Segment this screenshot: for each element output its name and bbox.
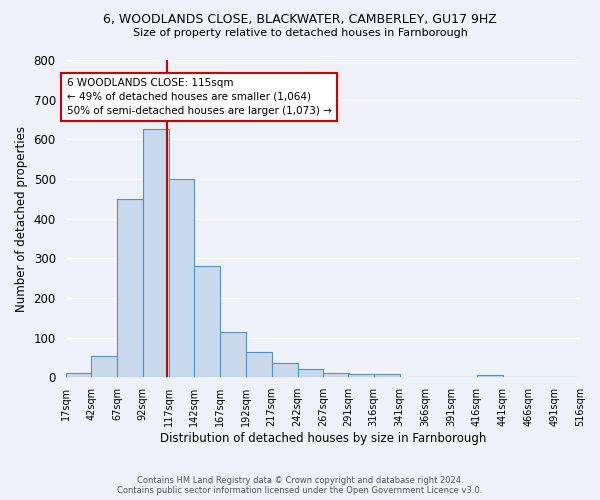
Y-axis label: Number of detached properties: Number of detached properties	[15, 126, 28, 312]
Bar	[246, 352, 272, 378]
Bar	[169, 179, 194, 378]
Bar	[143, 130, 169, 378]
Bar	[91, 356, 117, 378]
Text: Size of property relative to detached houses in Farnborough: Size of property relative to detached ho…	[133, 28, 467, 38]
Bar	[220, 332, 246, 378]
Bar	[298, 368, 323, 378]
Bar	[374, 374, 400, 378]
Bar	[65, 374, 91, 378]
Text: 6 WOODLANDS CLOSE: 115sqm
← 49% of detached houses are smaller (1,064)
50% of se: 6 WOODLANDS CLOSE: 115sqm ← 49% of detac…	[67, 78, 331, 116]
Bar	[348, 374, 374, 378]
Text: 6, WOODLANDS CLOSE, BLACKWATER, CAMBERLEY, GU17 9HZ: 6, WOODLANDS CLOSE, BLACKWATER, CAMBERLE…	[103, 12, 497, 26]
Bar	[477, 374, 503, 378]
Bar	[323, 374, 349, 378]
X-axis label: Distribution of detached houses by size in Farnborough: Distribution of detached houses by size …	[160, 432, 486, 445]
Bar	[117, 199, 143, 378]
Bar	[272, 364, 298, 378]
Text: Contains HM Land Registry data © Crown copyright and database right 2024.
Contai: Contains HM Land Registry data © Crown c…	[118, 476, 482, 495]
Bar	[194, 266, 220, 378]
